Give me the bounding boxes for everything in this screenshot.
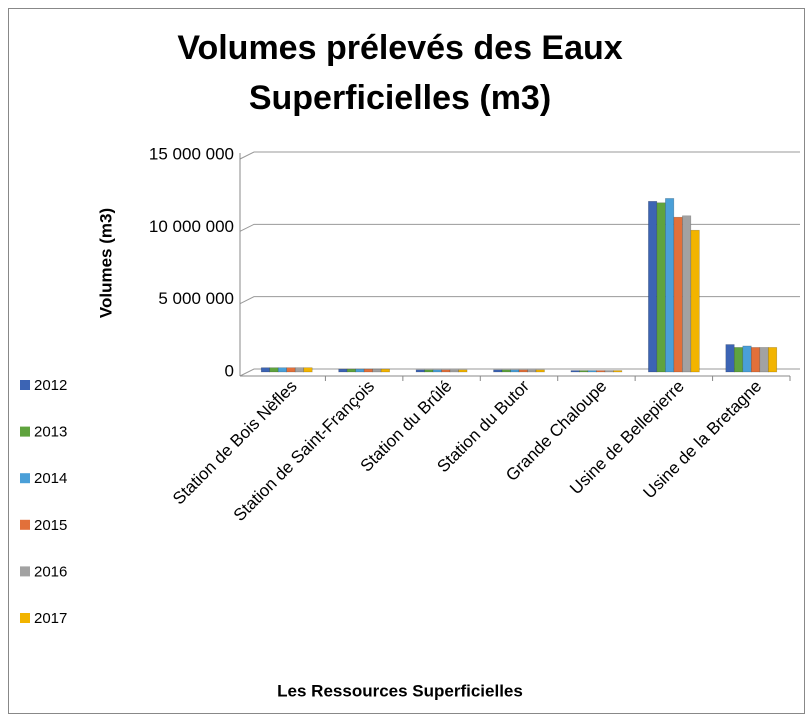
legend-label: 2012 <box>34 377 67 394</box>
grid-line <box>239 223 800 232</box>
bar <box>742 345 752 373</box>
grid-line <box>239 151 800 160</box>
bar <box>535 369 545 373</box>
legend-swatch <box>20 426 30 437</box>
bar <box>527 369 537 373</box>
bar <box>750 347 761 373</box>
bar <box>604 370 614 373</box>
grid-line <box>239 296 800 305</box>
bar <box>277 367 288 373</box>
bar <box>570 370 580 373</box>
bar <box>501 369 511 373</box>
bar <box>424 369 434 373</box>
title-line: Superficielles (m3) <box>249 79 551 117</box>
bar <box>441 369 451 373</box>
bar <box>294 367 305 373</box>
x-axis-title: Les Ressources Superficielles <box>277 681 523 700</box>
bar <box>690 229 700 373</box>
bar <box>759 347 769 373</box>
bar <box>415 369 425 373</box>
y-tick-label: 10 000 000 <box>149 217 234 236</box>
legend-swatch <box>20 613 30 623</box>
bar <box>648 200 658 373</box>
bar <box>380 368 390 373</box>
y-tick-label: 15 000 000 <box>149 144 234 163</box>
bar <box>432 369 442 373</box>
y-tick-label: 5 000 000 <box>158 289 234 308</box>
legend-label: 2014 <box>34 470 67 487</box>
legend-label: 2013 <box>34 424 67 441</box>
bar <box>579 370 589 373</box>
legend-label: 2015 <box>34 517 67 534</box>
y-tick-label: 0 <box>225 361 234 380</box>
bar <box>338 368 348 373</box>
bar <box>355 368 365 373</box>
bar <box>725 344 735 373</box>
y-axis-title: Volumes (m3) <box>96 208 115 318</box>
bar <box>286 367 296 373</box>
chart-title: Volumes prélevés des Eaux Superficielles … <box>177 29 622 117</box>
bar <box>346 368 356 373</box>
bar <box>656 202 666 373</box>
legend-swatch <box>20 473 30 484</box>
bar <box>458 369 468 373</box>
legend-swatch <box>20 566 30 577</box>
legend-label: 2017 <box>34 610 67 627</box>
bar <box>449 369 459 373</box>
bar <box>493 369 503 373</box>
title-line: Volumes prélevés des Eaux <box>177 29 622 67</box>
bar <box>372 368 382 373</box>
bar <box>260 367 271 373</box>
bar <box>587 370 597 373</box>
legend-swatch <box>20 380 30 390</box>
bar <box>596 370 606 373</box>
bar <box>518 369 528 373</box>
legend-label: 2016 <box>34 563 67 580</box>
bar <box>673 216 683 373</box>
bar <box>269 367 279 373</box>
legend-swatch <box>20 519 30 530</box>
bar <box>733 347 744 373</box>
bar <box>613 370 623 373</box>
bar <box>363 368 373 373</box>
bar <box>665 198 675 373</box>
bar <box>682 215 692 373</box>
bar <box>510 369 520 373</box>
grid-line <box>239 368 800 377</box>
bar <box>767 347 778 373</box>
bar <box>303 367 313 373</box>
